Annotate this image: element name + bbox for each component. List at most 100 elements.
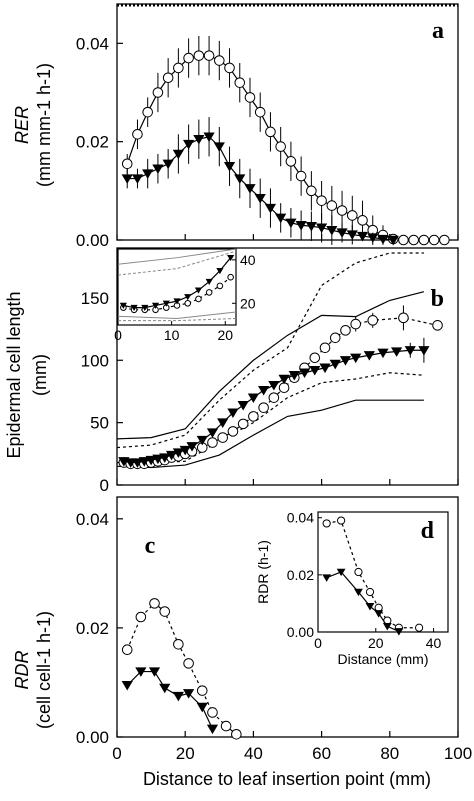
inset-circle-point	[365, 587, 375, 597]
circle-point	[258, 402, 269, 413]
circle-point	[340, 325, 351, 336]
x-tick-label: 60	[312, 744, 331, 763]
circle-point	[149, 598, 160, 609]
triangle-point	[329, 359, 341, 370]
triangle-point	[258, 386, 270, 396]
triangle-point	[367, 233, 379, 243]
plot-frame	[116, 496, 459, 738]
triangle-point	[319, 363, 331, 374]
circle-point	[275, 141, 286, 152]
triangle-point	[326, 225, 338, 236]
inset-circle-point	[195, 295, 202, 303]
y-tick-label: 0.04	[76, 34, 109, 53]
y-axis-unit: (mm mm-1 h-1)	[34, 63, 54, 187]
series-line	[123, 349, 424, 464]
x-axis-title: Distance to leaf insertion point (mm)	[143, 769, 431, 789]
y-tick-label: 0.04	[76, 510, 109, 529]
y-tick-label: 0	[100, 476, 109, 495]
circle-point	[248, 411, 259, 422]
y-tick-label: 0.02	[76, 133, 109, 152]
circle-point	[295, 170, 307, 182]
circle-point	[398, 234, 409, 246]
triangle-point	[254, 194, 266, 204]
panel-c: 0.00 0.02 0.04 0 20 40 60 80 100 c RDR (cell cell-1…	[12, 496, 472, 789]
circle-point	[265, 126, 276, 138]
triangle-point	[391, 347, 403, 357]
triangle-point	[135, 667, 147, 677]
triangle-point	[172, 448, 184, 458]
triangle-point	[145, 455, 157, 466]
inset-circle-point	[227, 273, 234, 281]
inset-x-tick-label: 0	[314, 635, 322, 651]
triangle-point	[172, 691, 184, 702]
triangle-point	[152, 164, 164, 175]
inset-y-tick-label: 0.04	[287, 510, 314, 526]
triangle-point	[244, 184, 256, 194]
triangle-point	[237, 400, 249, 411]
inset-circle-point	[322, 519, 331, 528]
inset-triangle-point	[354, 588, 363, 597]
inset-triangle-point	[382, 622, 392, 631]
triangle-point	[278, 374, 290, 385]
x-tick-label: 80	[380, 744, 399, 763]
circle-point	[329, 332, 341, 344]
y-axis-title: Epidermal cell length	[4, 291, 24, 458]
y-axis-unit: (mm)	[30, 354, 50, 396]
circle-point	[132, 128, 143, 140]
envelope-solid-lower	[116, 399, 424, 469]
circle-point	[162, 72, 174, 84]
circle-point	[326, 200, 338, 211]
triangle-point	[121, 174, 133, 184]
circle-point	[244, 92, 256, 103]
x-tick-label: 40	[244, 744, 263, 763]
circle-point	[121, 644, 133, 656]
circle-point	[428, 234, 440, 246]
triangle-point	[206, 724, 219, 735]
inset-triangle-point	[216, 268, 224, 275]
circle-point	[183, 658, 194, 669]
inset-panel-label: d	[421, 518, 435, 544]
series-line	[126, 670, 214, 730]
circle-point	[173, 62, 184, 74]
plot-frame	[116, 247, 459, 486]
panel-label: c	[145, 533, 156, 559]
inset-band	[117, 250, 237, 276]
circle-point	[121, 158, 133, 170]
triangle-point	[183, 689, 195, 699]
triangle-point	[179, 445, 191, 456]
triangle-point	[121, 680, 133, 691]
triangle-point	[162, 159, 174, 170]
triangle-point	[217, 418, 229, 428]
circle-point	[152, 87, 164, 98]
circle-point	[432, 320, 443, 331]
triangle-point	[159, 453, 171, 463]
y-tick-label: 150	[81, 289, 109, 308]
triangle-point	[131, 174, 144, 184]
triangle-point	[275, 213, 287, 224]
circle-point	[408, 234, 419, 246]
y-tick-label: 50	[90, 414, 109, 433]
triangle-point	[223, 162, 236, 172]
inset-x-axis-title: Distance (mm)	[337, 651, 428, 667]
circle-point	[227, 426, 239, 437]
inset-triangle-point	[119, 302, 127, 309]
circle-point	[159, 606, 171, 617]
circle-point	[193, 50, 205, 61]
inset-b: 0 10 20 20 40	[114, 248, 256, 343]
inset-triangle-point	[173, 298, 181, 305]
circle-point	[142, 106, 153, 118]
circle-point	[367, 315, 379, 326]
triangle-point	[196, 702, 208, 713]
triangle-point	[183, 139, 195, 150]
inset-x-tick-label: 40	[426, 635, 442, 651]
inset-y-tick-label: 0.02	[287, 567, 314, 583]
circle-point	[207, 437, 218, 448]
y-tick-label: 0.02	[76, 619, 109, 638]
triangle-point	[227, 408, 239, 418]
circle-point	[336, 205, 348, 216]
inset-x-tick-label: 20	[368, 635, 384, 651]
panel-label: b	[431, 286, 444, 312]
circle-point	[346, 210, 358, 221]
y-tick-label: 100	[81, 351, 109, 370]
triangle-point	[268, 381, 280, 391]
